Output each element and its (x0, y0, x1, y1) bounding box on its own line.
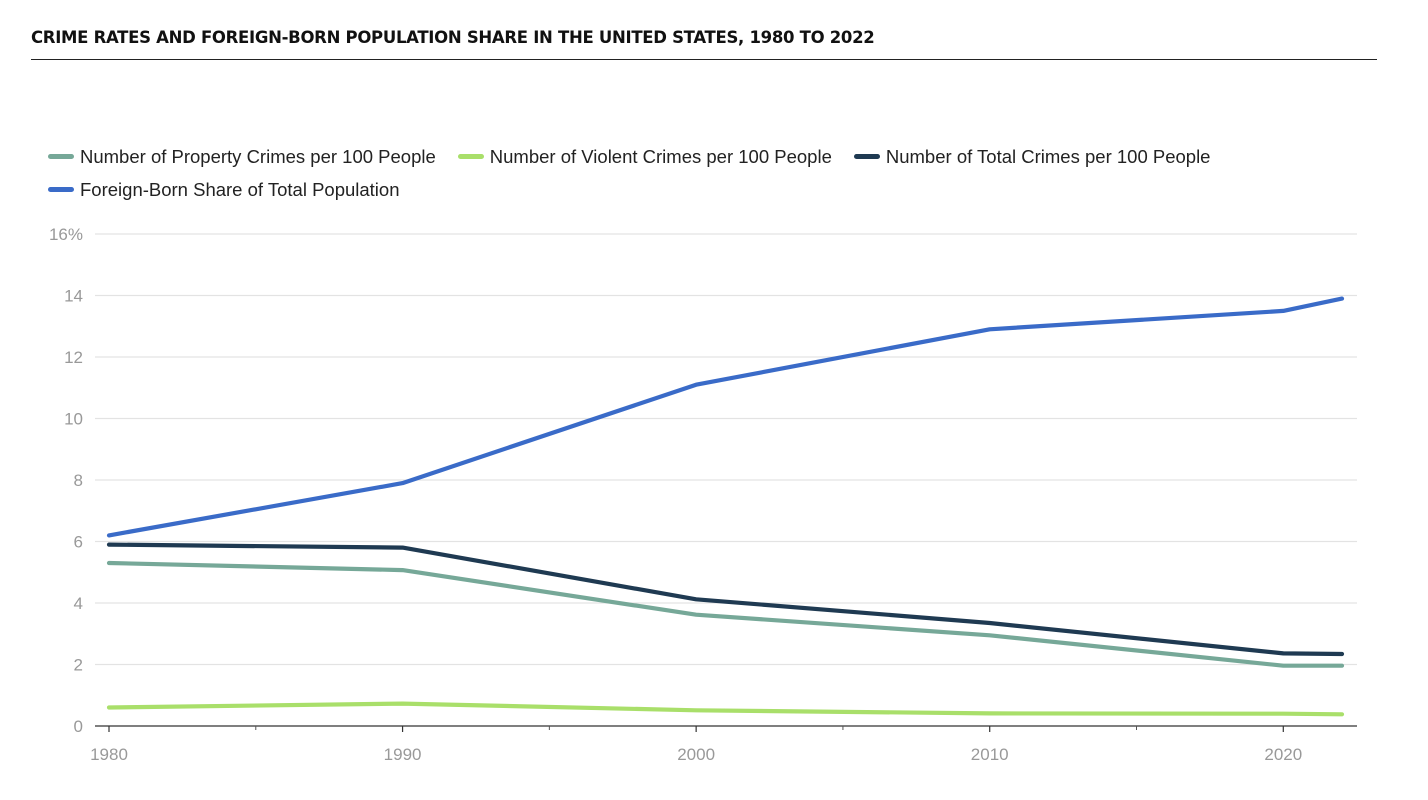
series-line-violent-crimes (106, 701, 1345, 717)
legend-label-total: Number of Total Crimes per 100 People (885, 145, 1211, 167)
chart-title: CRIME RATES AND FOREIGN-BORN POPULATION … (31, 28, 875, 47)
grid-lines (95, 233, 1357, 666)
x-axis (95, 725, 1357, 732)
legend-swatch-property (48, 154, 74, 159)
legend-swatch-foreign-born (48, 187, 74, 192)
x-tick-label: 1980 (90, 745, 128, 764)
legend-item-total: Number of Total Crimes per 100 People (853, 145, 1211, 168)
y-tick-label: 0 (74, 717, 83, 736)
legend-item-foreign-born: Foreign-Born Share of Total Population (48, 179, 400, 201)
legend-swatch-violent (457, 154, 484, 159)
x-tick-label: 1990 (384, 745, 422, 764)
legend-row: Number of Property Crimes per 100 People… (48, 140, 1348, 173)
legend-item-property: Number of Property Crimes per 100 People (48, 146, 436, 168)
title-divider (31, 59, 1377, 60)
chart-legend: Number of Property Crimes per 100 People… (48, 140, 1348, 206)
y-tick-label: 8 (74, 471, 83, 490)
data-series (106, 296, 1345, 717)
legend-item-violent: Number of Violent Crimes per 100 People (457, 145, 832, 168)
y-tick-label: 6 (74, 533, 83, 552)
y-tick-label: 4 (74, 594, 83, 613)
legend-row: Foreign-Born Share of Total Population (48, 173, 1348, 206)
series-line-total-crimes (106, 542, 1345, 657)
y-tick-label: 14 (64, 287, 83, 306)
y-tick-label: 2 (74, 656, 83, 675)
x-tick-label: 2010 (971, 745, 1009, 764)
legend-label-foreign-born: Foreign-Born Share of Total Population (80, 178, 400, 200)
series-line-property-crimes (106, 560, 1345, 668)
series-line-foreign-born-share (106, 296, 1345, 538)
y-tick-label: 10 (64, 410, 83, 429)
x-tick-label: 2000 (677, 745, 715, 764)
legend-swatch-total (853, 154, 880, 159)
y-tick-label: 16% (49, 225, 83, 244)
x-tick-label: 2020 (1264, 745, 1302, 764)
x-axis-labels: 1980 1990 2000 2010 2020 (90, 745, 1302, 764)
legend-label-property: Number of Property Crimes per 100 People (80, 145, 436, 167)
y-tick-label: 12 (64, 348, 83, 367)
y-axis-labels: 0 2 4 6 8 10 12 14 16% (49, 225, 83, 736)
legend-label-violent: Number of Violent Crimes per 100 People (489, 145, 832, 167)
